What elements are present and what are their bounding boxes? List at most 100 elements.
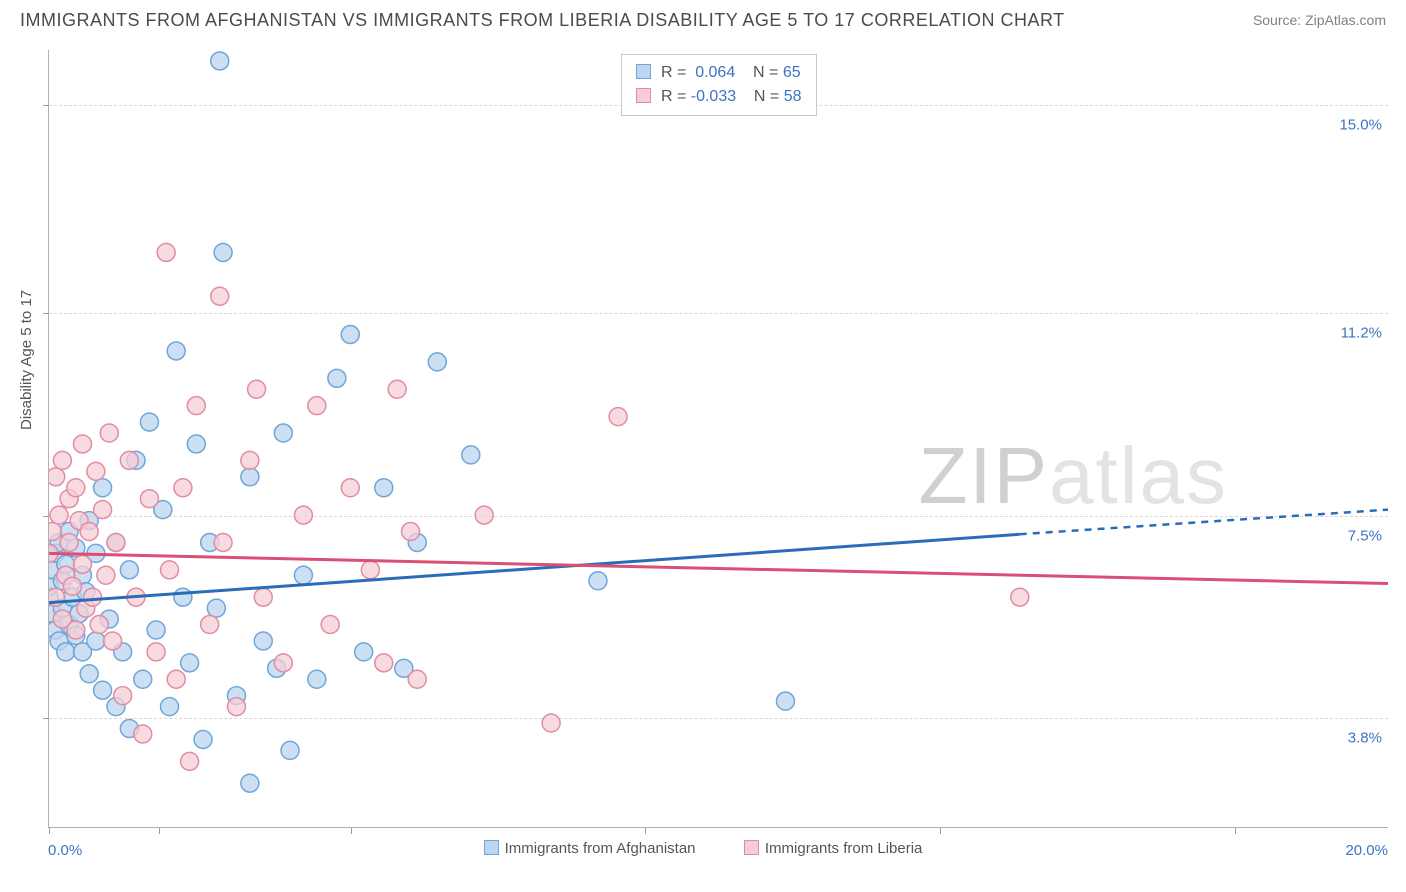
data-point-liberia	[87, 462, 105, 480]
data-point-afghanistan	[375, 479, 393, 497]
source-label: Source:	[1253, 12, 1305, 28]
data-point-afghanistan	[355, 643, 373, 661]
data-point-afghanistan	[187, 435, 205, 453]
data-point-afghanistan	[80, 665, 98, 683]
data-point-liberia	[67, 479, 85, 497]
legend-row-afghanistan: R = 0.064 N = 65	[636, 61, 802, 85]
data-point-liberia	[50, 506, 68, 524]
data-point-liberia	[167, 670, 185, 688]
r-value-afghanistan: 0.064	[695, 64, 735, 81]
source: Source: ZipAtlas.com	[1253, 12, 1386, 30]
data-point-liberia	[375, 654, 393, 672]
data-point-liberia	[80, 523, 98, 541]
data-point-liberia	[107, 533, 125, 551]
data-point-afghanistan	[274, 424, 292, 442]
data-point-liberia	[294, 506, 312, 524]
data-point-afghanistan	[140, 413, 158, 431]
data-point-afghanistan	[120, 561, 138, 579]
data-point-liberia	[49, 468, 65, 486]
data-point-liberia	[211, 287, 229, 305]
data-point-afghanistan	[241, 774, 259, 792]
data-point-liberia	[609, 408, 627, 426]
data-point-afghanistan	[328, 369, 346, 387]
data-point-liberia	[157, 243, 175, 261]
legend-row-liberia: R = -0.033 N = 58	[636, 85, 802, 109]
data-point-liberia	[100, 424, 118, 442]
data-point-liberia	[120, 451, 138, 469]
data-point-afghanistan	[167, 342, 185, 360]
data-point-afghanistan	[462, 446, 480, 464]
data-point-liberia	[248, 380, 266, 398]
data-point-liberia	[161, 561, 179, 579]
data-point-afghanistan	[241, 468, 259, 486]
data-point-afghanistan	[589, 572, 607, 590]
regression-line-liberia	[49, 553, 1388, 583]
data-point-afghanistan	[174, 588, 192, 606]
data-point-afghanistan	[214, 243, 232, 261]
data-point-liberia	[90, 616, 108, 634]
data-point-liberia	[97, 566, 115, 584]
data-point-afghanistan	[776, 692, 794, 710]
data-point-afghanistan	[281, 741, 299, 759]
data-point-liberia	[214, 533, 232, 551]
data-point-liberia	[67, 621, 85, 639]
data-point-liberia	[174, 479, 192, 497]
y-axis-title: Disability Age 5 to 17	[18, 290, 35, 430]
data-point-liberia	[114, 687, 132, 705]
data-point-liberia	[388, 380, 406, 398]
data-point-liberia	[341, 479, 359, 497]
data-point-afghanistan	[87, 632, 105, 650]
data-point-liberia	[308, 397, 326, 415]
n-value-liberia: 58	[784, 88, 802, 105]
data-point-liberia	[361, 561, 379, 579]
data-point-liberia	[254, 588, 272, 606]
data-point-liberia	[1011, 588, 1029, 606]
data-point-afghanistan	[147, 621, 165, 639]
data-point-liberia	[274, 654, 292, 672]
data-point-afghanistan	[94, 479, 112, 497]
data-point-liberia	[60, 533, 78, 551]
data-point-afghanistan	[181, 654, 199, 672]
data-point-afghanistan	[254, 632, 272, 650]
data-point-liberia	[187, 397, 205, 415]
data-point-liberia	[475, 506, 493, 524]
data-point-liberia	[201, 616, 219, 634]
data-point-liberia	[53, 451, 71, 469]
chart-plot-area: ZIPatlas 15.0%11.2%7.5%3.8% R = 0.064 N …	[48, 50, 1388, 828]
data-point-liberia	[63, 577, 81, 595]
data-point-afghanistan	[94, 681, 112, 699]
data-point-liberia	[73, 555, 91, 573]
legend-label-afghanistan: Immigrants from Afghanistan	[505, 840, 696, 857]
data-point-afghanistan	[134, 670, 152, 688]
data-point-liberia	[73, 435, 91, 453]
data-point-liberia	[84, 588, 102, 606]
data-point-afghanistan	[211, 52, 229, 70]
series-legend: Immigrants from Afghanistan Immigrants f…	[0, 840, 1406, 857]
legend-label-liberia: Immigrants from Liberia	[765, 840, 923, 857]
data-point-liberia	[227, 698, 245, 716]
regression-line-extrapolated-afghanistan	[1020, 510, 1388, 535]
data-point-liberia	[147, 643, 165, 661]
data-point-liberia	[49, 523, 61, 541]
data-point-liberia	[94, 501, 112, 519]
data-point-afghanistan	[194, 730, 212, 748]
regression-line-afghanistan	[49, 534, 1020, 602]
r-value-liberia: -0.033	[691, 88, 736, 105]
data-point-liberia	[241, 451, 259, 469]
data-point-afghanistan	[341, 326, 359, 344]
correlation-legend: R = 0.064 N = 65 R = -0.033 N = 58	[621, 54, 817, 116]
data-point-liberia	[408, 670, 426, 688]
data-point-afghanistan	[207, 599, 225, 617]
data-point-afghanistan	[161, 698, 179, 716]
data-point-liberia	[134, 725, 152, 743]
data-point-liberia	[140, 490, 158, 508]
data-point-liberia	[321, 616, 339, 634]
data-point-liberia	[181, 752, 199, 770]
scatter-svg	[49, 50, 1388, 827]
data-point-afghanistan	[428, 353, 446, 371]
data-point-afghanistan	[294, 566, 312, 584]
data-point-afghanistan	[308, 670, 326, 688]
data-point-afghanistan	[57, 643, 75, 661]
data-point-liberia	[542, 714, 560, 732]
data-point-liberia	[104, 632, 122, 650]
